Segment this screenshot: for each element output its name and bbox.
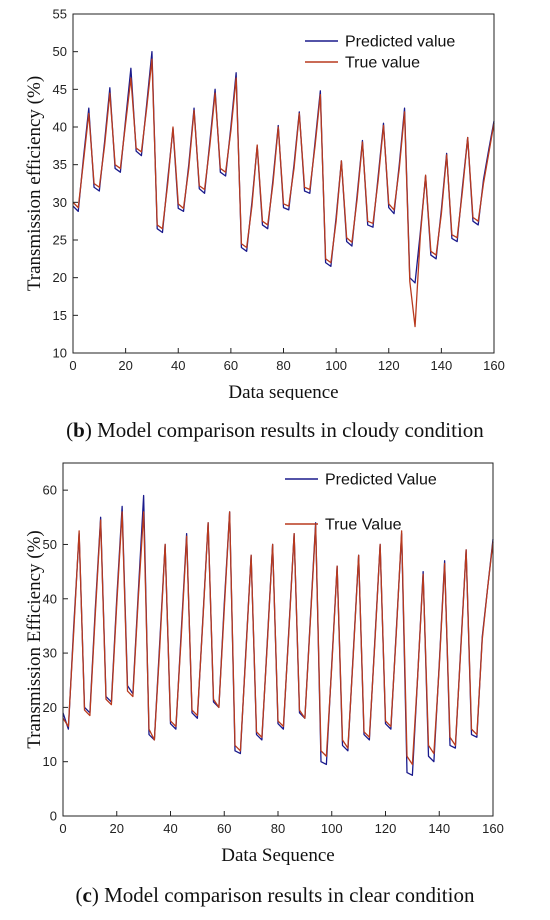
x-tick-label: 20 (110, 821, 124, 836)
x-tick-label: 0 (59, 821, 66, 836)
x-tick-label: 120 (375, 821, 397, 836)
x-tick-label: 160 (482, 821, 504, 836)
chart-clear: 0 20 40 60 80 100 120 140 160 0 10 20 30 40 50 60 Data S… (24, 462, 504, 866)
x-axis-title: Data Sequence (221, 845, 334, 866)
x-tick-label: 40 (163, 821, 177, 836)
y-tick-label: 10 (43, 754, 57, 769)
plot-frame (72, 13, 495, 354)
x-tick-label: 80 (271, 821, 285, 836)
caption-cloudy: (b) Model comparison results in cloudy c… (66, 418, 484, 442)
legend-label-true: True value (345, 55, 420, 72)
y-tick-label: 10 (53, 346, 67, 361)
x-tick-label: 0 (69, 358, 76, 373)
legend-label-predicted: Predicted value (345, 34, 455, 51)
y-tick-label: 60 (43, 483, 57, 498)
y-axis-title: Transmission efficiency (%) (24, 76, 45, 291)
y-tick-label: 15 (53, 308, 67, 323)
x-tick-label: 140 (431, 358, 453, 373)
y-tick-label: 55 (53, 7, 67, 22)
x-axis-title: Data sequence (228, 382, 338, 400)
x-tick-label: 120 (378, 358, 400, 373)
y-tick-label: 0 (50, 809, 57, 824)
chart-cloudy: 0 20 40 60 80 100 120 140 160 10 15 20 25 30 35 40 45 50 5… (24, 7, 505, 401)
x-tick-label: 60 (217, 821, 231, 836)
x-tick-label: 60 (224, 358, 238, 373)
series-line-true (72, 58, 495, 328)
y-tick-label: 35 (53, 157, 67, 172)
x-tick-label: 100 (325, 358, 347, 373)
y-axis-title: Transmission Efficiency (%) (24, 530, 45, 748)
series-line-true (62, 511, 494, 766)
legend-label-predicted: Predicted Value (325, 472, 437, 489)
y-tick-label: 50 (43, 537, 57, 552)
x-tick-label: 100 (321, 821, 343, 836)
legend-label-true: True Value (325, 517, 402, 534)
y-tick-label: 40 (53, 120, 67, 135)
y-tick-label: 30 (53, 195, 67, 210)
y-tick-label: 20 (43, 700, 57, 715)
y-tick-label: 20 (53, 270, 67, 285)
x-tick-label: 20 (118, 358, 132, 373)
x-tick-label: 80 (276, 358, 290, 373)
y-tick-label: 50 (53, 44, 67, 59)
plot-frame (62, 462, 494, 817)
y-tick-label: 40 (43, 591, 57, 606)
x-tick-label: 40 (171, 358, 185, 373)
y-tick-label: 25 (53, 233, 67, 248)
x-tick-label: 160 (483, 358, 505, 373)
y-tick-label: 45 (53, 82, 67, 97)
x-tick-label: 140 (428, 821, 450, 836)
caption-clear: (c) Model comparison results in clear co… (75, 883, 475, 907)
y-tick-label: 30 (43, 646, 57, 661)
